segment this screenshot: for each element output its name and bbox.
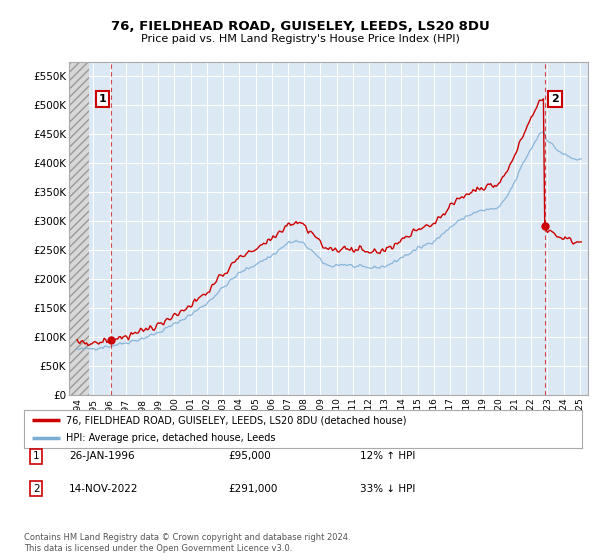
Text: £291,000: £291,000 [228,484,277,494]
Text: 14-NOV-2022: 14-NOV-2022 [69,484,139,494]
Text: 2: 2 [33,484,40,494]
Text: 12% ↑ HPI: 12% ↑ HPI [360,451,415,461]
Text: HPI: Average price, detached house, Leeds: HPI: Average price, detached house, Leed… [66,433,275,443]
Text: 2: 2 [551,94,559,104]
Bar [69,62,89,395]
Text: 76, FIELDHEAD ROAD, GUISELEY, LEEDS, LS20 8DU (detached house): 76, FIELDHEAD ROAD, GUISELEY, LEEDS, LS2… [66,415,406,425]
Text: 1: 1 [99,94,107,104]
Text: 1: 1 [33,451,40,461]
Text: 33% ↓ HPI: 33% ↓ HPI [360,484,415,494]
Text: Price paid vs. HM Land Registry's House Price Index (HPI): Price paid vs. HM Land Registry's House … [140,34,460,44]
Text: £95,000: £95,000 [228,451,271,461]
Text: Contains HM Land Registry data © Crown copyright and database right 2024.
This d: Contains HM Land Registry data © Crown c… [24,533,350,553]
Text: 26-JAN-1996: 26-JAN-1996 [69,451,134,461]
Text: 76, FIELDHEAD ROAD, GUISELEY, LEEDS, LS20 8DU: 76, FIELDHEAD ROAD, GUISELEY, LEEDS, LS2… [110,20,490,32]
